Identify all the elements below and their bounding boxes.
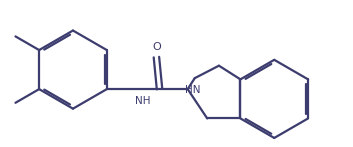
Text: O: O: [152, 42, 161, 52]
Text: NH: NH: [135, 96, 151, 106]
Text: HN: HN: [185, 85, 201, 95]
